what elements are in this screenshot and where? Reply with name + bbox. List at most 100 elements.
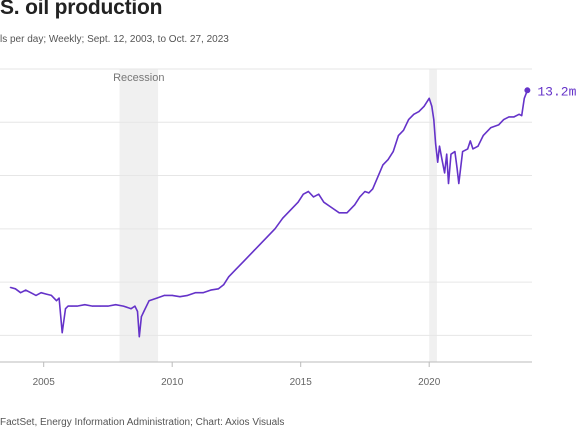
- data-point-44: [266, 236, 268, 238]
- data-point-94: [503, 119, 505, 121]
- end-point-marker: [524, 87, 531, 94]
- data-point-95: [508, 116, 510, 118]
- data-point-67: [402, 129, 405, 131]
- data-point-32: [179, 296, 181, 298]
- data-point-34: [194, 292, 196, 294]
- data-point-68: [408, 119, 410, 121]
- data-point-55: [338, 212, 340, 214]
- shaded-period-0: [119, 69, 159, 362]
- data-point-61: [372, 188, 374, 190]
- data-point-86: [462, 150, 464, 153]
- data-point-75: [435, 142, 437, 145]
- data-point-92: [490, 127, 492, 129]
- data-point-57: [354, 204, 356, 206]
- data-point-81: [447, 182, 450, 185]
- data-point-54: [330, 206, 333, 209]
- data-point-83: [454, 150, 456, 153]
- data-point-51: [312, 196, 315, 198]
- data-point-40: [235, 268, 238, 270]
- data-point-42: [251, 252, 253, 254]
- data-point-97: [518, 113, 520, 115]
- data-point-48: [297, 201, 299, 203]
- x-tick-label-1: 2010: [161, 377, 184, 388]
- data-point-6: [40, 292, 42, 294]
- data-point-70: [418, 111, 420, 113]
- data-point-16: [84, 304, 86, 306]
- data-point-37: [217, 288, 220, 290]
- data-point-76: [437, 161, 439, 163]
- data-point-77: [438, 145, 441, 147]
- data-point-84: [456, 166, 458, 169]
- data-point-96: [513, 116, 515, 118]
- data-point-39: [228, 276, 230, 278]
- chart-title: S. oil production: [0, 0, 163, 19]
- data-point-87: [467, 148, 469, 150]
- data-point-93: [497, 124, 500, 126]
- data-point-64: [387, 158, 389, 161]
- data-point-56: [346, 212, 348, 214]
- data-point-28: [148, 300, 150, 302]
- data-point-79: [444, 172, 446, 174]
- data-point-14: [71, 305, 73, 307]
- data-point-45: [274, 228, 276, 230]
- data-point-73: [431, 105, 433, 107]
- x-tick-label-2: 2015: [290, 377, 313, 388]
- data-point-22: [130, 308, 132, 310]
- data-point-60: [368, 192, 370, 194]
- data-point-88: [469, 140, 471, 142]
- data-point-50: [307, 190, 310, 193]
- data-point-43: [258, 244, 261, 246]
- data-point-18: [99, 305, 101, 307]
- data-point-23: [134, 305, 136, 307]
- data-point-90: [477, 145, 479, 147]
- chart-subtitle: ls per day; Weekly; Sept. 12, 2003, to O…: [0, 34, 229, 45]
- data-point-47: [289, 209, 292, 211]
- shaded-period-1: [429, 69, 437, 362]
- data-point-72: [428, 97, 430, 99]
- data-point-27: [143, 310, 145, 312]
- data-point-98: [521, 115, 523, 117]
- data-point-46: [282, 217, 284, 219]
- data-point-38: [222, 284, 225, 286]
- data-point-12: [64, 308, 67, 310]
- data-point-35: [202, 292, 204, 294]
- data-point-63: [382, 164, 384, 166]
- data-point-78: [441, 158, 443, 161]
- data-point-41: [243, 260, 245, 262]
- data-point-53: [323, 201, 325, 203]
- x-tick-label-3: 2020: [418, 377, 441, 388]
- data-point-62: [377, 176, 379, 178]
- data-point-30: [163, 294, 166, 297]
- line-chart: Recession 2005 2010 2015 2020 13.2m: [0, 68, 577, 388]
- data-point-36: [210, 289, 212, 291]
- data-point-58: [359, 196, 361, 198]
- data-point-85: [458, 182, 460, 185]
- data-point-10: [58, 297, 60, 299]
- data-point-4: [30, 292, 32, 294]
- data-point-9: [55, 300, 58, 302]
- data-point-5: [35, 294, 37, 297]
- data-point-15: [76, 305, 78, 307]
- data-point-80: [446, 153, 448, 155]
- end-value-label: 13.2m: [537, 84, 576, 99]
- data-point-25: [138, 336, 140, 338]
- data-point-66: [397, 134, 399, 137]
- data-point-24: [136, 310, 139, 312]
- data-point-21: [122, 305, 124, 307]
- data-point-71: [423, 105, 425, 107]
- data-point-49: [302, 193, 304, 195]
- data-point-29: [156, 297, 158, 299]
- data-point-26: [140, 316, 142, 318]
- data-point-89: [472, 148, 474, 150]
- data-point-31: [171, 294, 173, 297]
- data-point-0: [9, 286, 11, 289]
- data-point-33: [187, 294, 189, 297]
- data-point-19: [107, 305, 109, 307]
- data-point-3: [25, 289, 27, 291]
- data-point-74: [433, 119, 435, 121]
- chart-source: FactSet, Energy Information Administrati…: [0, 417, 285, 428]
- data-point-11: [61, 332, 63, 334]
- data-point-99: [523, 97, 525, 99]
- series-line: [10, 90, 529, 338]
- data-point-82: [450, 153, 452, 155]
